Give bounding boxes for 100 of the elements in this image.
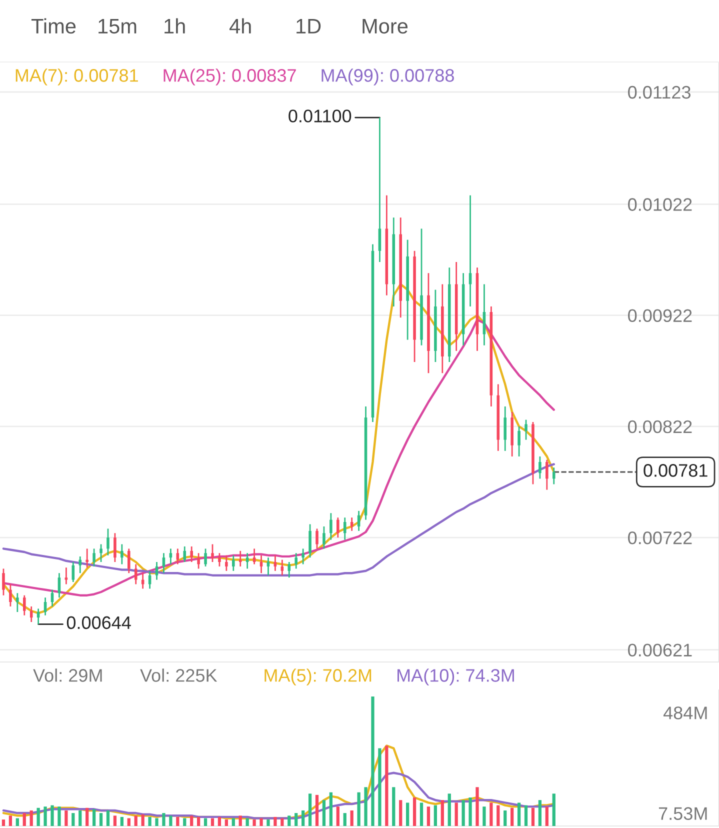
- bar: [454, 802, 458, 826]
- ref-line-label: 0.00781: [644, 464, 708, 477]
- text: 15m: [98, 19, 136, 34]
- bar: [468, 798, 472, 826]
- candlestick: [350, 516, 354, 532]
- bar: [545, 806, 548, 826]
- candlestick: [120, 544, 124, 565]
- bar: [350, 810, 354, 826]
- bar: [238, 816, 242, 826]
- bar: [86, 808, 89, 826]
- bar: [462, 800, 465, 826]
- candlestick: [252, 548, 256, 565]
- text: More: [362, 19, 408, 34]
- candlestick: [274, 554, 277, 572]
- bar: [294, 813, 298, 826]
- bar: [482, 806, 486, 826]
- text: MA(7): 0.00781: [16, 68, 138, 86]
- candlestick: [378, 116, 382, 263]
- bar: [280, 818, 284, 826]
- candlestick: [169, 548, 172, 565]
- bar: [343, 813, 346, 826]
- candlestick: [336, 516, 340, 538]
- candlestick: [218, 552, 221, 568]
- bar: [183, 818, 186, 826]
- candlestick: [100, 544, 102, 563]
- bar: [190, 816, 194, 826]
- bar: [371, 696, 374, 826]
- bar: [329, 792, 333, 826]
- candlestick: [9, 584, 12, 608]
- candlestick: [343, 516, 346, 540]
- bar: [148, 816, 152, 826]
- candlestick: [204, 548, 207, 568]
- bar: [127, 818, 130, 826]
- candlestick: [280, 559, 284, 576]
- bar: [218, 816, 222, 826]
- bar: [246, 818, 249, 826]
- text: Time: [31, 18, 76, 34]
- bar: [120, 816, 124, 826]
- bar: [434, 805, 438, 826]
- bar: [440, 800, 444, 826]
- bar: [315, 794, 319, 826]
- bar: [266, 820, 270, 826]
- bar: [385, 746, 388, 826]
- bar: [426, 806, 430, 826]
- candlestick: [232, 554, 235, 572]
- y-tick-label: 0.00621: [628, 644, 692, 656]
- bar: [2, 820, 6, 826]
- bar: [260, 818, 263, 826]
- bar: [302, 810, 305, 826]
- candlestick: [246, 552, 249, 570]
- candlestick: [316, 528, 318, 550]
- bar: [155, 818, 158, 826]
- candlestick: [155, 561, 158, 580]
- bar: [106, 810, 110, 826]
- candlestick: [183, 546, 186, 563]
- candlestick: [552, 466, 556, 485]
- candlestick: [78, 556, 82, 574]
- candlestick: [538, 456, 542, 480]
- candlestick: [266, 556, 270, 576]
- bar: [531, 808, 535, 826]
- bar: [134, 816, 138, 826]
- bar: [496, 805, 500, 826]
- y-tick-label: 0.00822: [628, 420, 692, 434]
- bar: [8, 816, 12, 826]
- candlestick: [524, 419, 528, 440]
- bar: [30, 810, 33, 826]
- candlestick: [92, 548, 96, 568]
- candlestick: [211, 544, 214, 563]
- candlestick: [50, 589, 54, 608]
- candlestick: [16, 592, 19, 613]
- candlestick: [176, 548, 180, 565]
- candlestick: [330, 512, 332, 540]
- bar: [288, 816, 291, 826]
- bar: [176, 816, 180, 826]
- candlestick: [322, 526, 326, 550]
- bar: [44, 806, 47, 826]
- bar: [364, 787, 368, 826]
- text: 484M: [663, 706, 707, 720]
- candlestick: [197, 552, 200, 570]
- candlestick: [288, 561, 291, 578]
- candlestick: [260, 554, 263, 574]
- bar: [99, 813, 103, 826]
- bar: [162, 813, 166, 826]
- candlestick: [44, 596, 47, 616]
- bar: [517, 802, 521, 826]
- text: 1D: [296, 19, 321, 34]
- bar: [552, 794, 556, 826]
- bar: [92, 809, 96, 826]
- bar: [232, 818, 235, 826]
- candlestick: [308, 524, 312, 558]
- candlestick: [162, 552, 166, 574]
- text: 4h: [229, 18, 251, 34]
- bar: [357, 792, 360, 826]
- text: MA(25): 0.00837: [164, 68, 296, 86]
- bar: [224, 820, 228, 826]
- bar: [36, 808, 40, 826]
- candlestick: [134, 564, 138, 585]
- candlestick: [58, 572, 61, 598]
- bar: [141, 814, 144, 826]
- bar: [392, 787, 396, 826]
